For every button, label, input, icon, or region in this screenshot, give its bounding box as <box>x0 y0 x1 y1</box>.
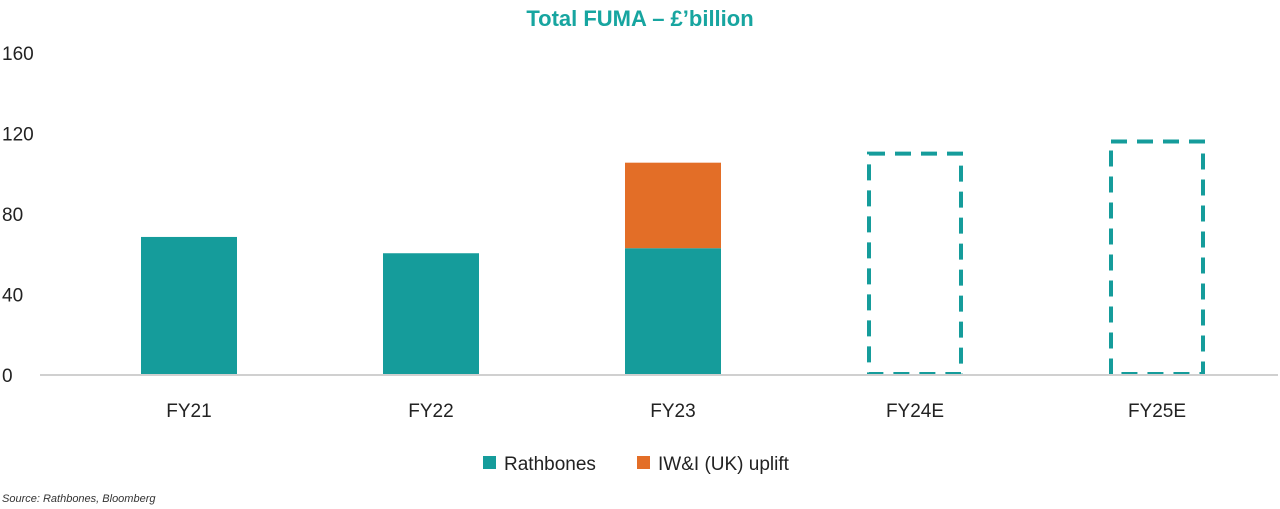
y-tick-label: 0 <box>2 366 13 387</box>
x-tick-label-fy25e: FY25E <box>1128 401 1186 422</box>
chart-title: Total FUMA – £’billion <box>526 6 753 31</box>
estimate-bar-fy25e <box>1109 139 1205 376</box>
estimate-bar-fy24e <box>867 151 963 376</box>
x-tick-label-fy22: FY22 <box>408 401 453 422</box>
legend: Rathbones IW&I (UK) uplift <box>483 454 790 475</box>
bar-rathbones-fy22 <box>383 253 479 375</box>
y-tick-label: 80 <box>2 205 23 226</box>
legend-label: IW&I (UK) uplift <box>658 454 790 475</box>
bar-iw-i-uk-uplift-fy23 <box>625 162 721 249</box>
source-note: Source: Rathbones, Bloomberg <box>2 493 156 505</box>
x-tick-label-fy24e: FY24E <box>886 401 944 422</box>
y-tick-label: 40 <box>2 286 23 307</box>
y-tick-label: 160 <box>2 44 34 65</box>
y-axis-ticks: 0 40 80 120 160 <box>2 44 34 387</box>
legend-swatch <box>483 456 496 469</box>
legend-label: Rathbones <box>504 454 596 475</box>
y-tick-label: 120 <box>2 125 34 146</box>
bars-layer <box>141 139 1205 376</box>
x-tick-label-fy23: FY23 <box>650 401 695 422</box>
legend-swatch <box>637 456 650 469</box>
bar-rathbones-fy23 <box>625 248 721 375</box>
bar-rathbones-fy21 <box>141 236 237 375</box>
x-axis-labels: FY21 FY22 FY23 FY24E FY25E <box>166 401 1186 422</box>
x-tick-label-fy21: FY21 <box>166 401 211 422</box>
